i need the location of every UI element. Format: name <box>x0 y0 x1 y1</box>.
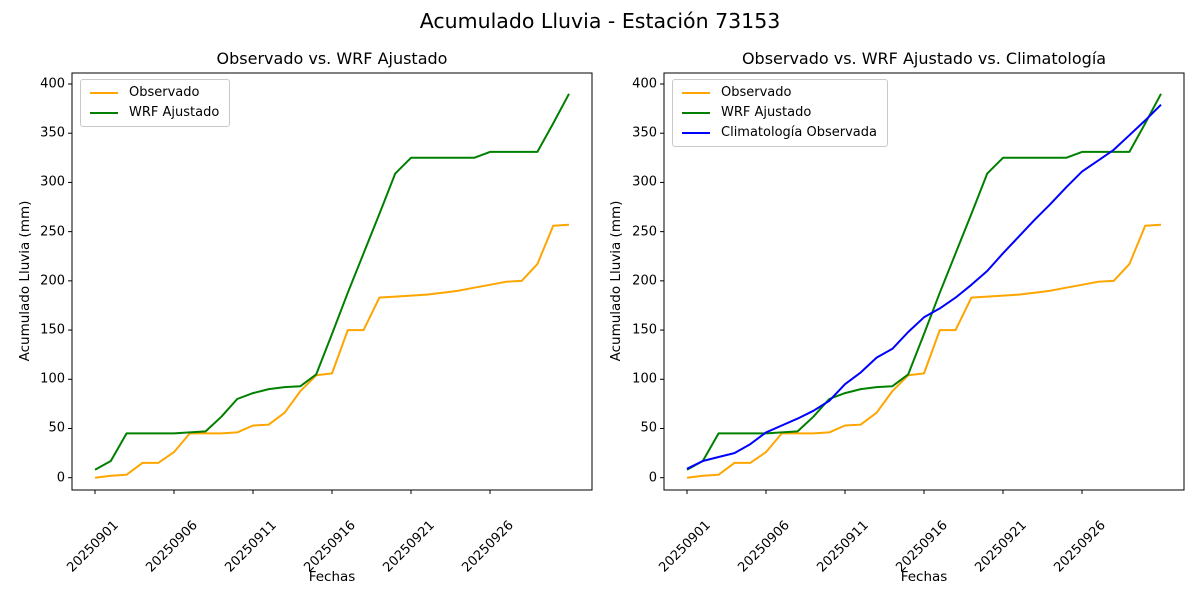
y-tick-label: 200 <box>40 273 65 289</box>
y-tick-label: 400 <box>40 76 65 92</box>
legend-label: Observado <box>721 85 792 100</box>
y-tick-label: 50 <box>640 420 657 436</box>
wrf-ajustado-line-swatch <box>90 111 118 115</box>
right-y-axis-label: Acumulado Lluvia (mm) <box>608 200 624 362</box>
climatologia-line-swatch <box>682 131 710 135</box>
series-line-wrf-ajustado <box>94 93 570 471</box>
y-tick-label: 0 <box>56 470 65 486</box>
y-tick-label: 350 <box>40 125 65 141</box>
y-tick-label: 300 <box>632 174 657 190</box>
right-x-axis-label: Fechas <box>900 569 948 585</box>
observado-line-swatch <box>682 91 710 95</box>
y-tick-label: 150 <box>632 322 657 338</box>
y-tick-label: 100 <box>632 371 657 387</box>
left-subplot-title: Observado vs. WRF Ajustado <box>216 49 448 68</box>
legend-item-climatologia-observada: Climatología Observada <box>682 124 877 142</box>
left-x-axis-label: Fechas <box>308 569 356 585</box>
series-line-observado <box>686 223 1162 479</box>
right-subplot-title: Observado vs. WRF Ajustado vs. Climatolo… <box>741 49 1107 68</box>
legend-label: Observado <box>129 85 200 100</box>
right-legend: Observado WRF Ajustado Climatología Obse… <box>672 79 888 147</box>
series-line-climatología-observada <box>686 103 1162 470</box>
legend-item-observado: Observado <box>682 84 877 102</box>
legend-item-wrf-ajustado: WRF Ajustado <box>90 104 219 122</box>
y-tick-label: 300 <box>40 174 65 190</box>
observado-line-swatch <box>90 91 118 95</box>
left-legend: Observado WRF Ajustado <box>80 79 231 127</box>
y-tick-label: 250 <box>40 224 65 240</box>
y-tick-label: 50 <box>48 420 65 436</box>
y-tick-label: 250 <box>632 224 657 240</box>
legend-label: WRF Ajustado <box>129 105 220 120</box>
series-line-wrf-ajustado <box>686 93 1162 471</box>
series-line-observado <box>94 223 570 479</box>
legend-item-wrf-ajustado: WRF Ajustado <box>682 104 877 122</box>
figure-title: Acumulado Lluvia - Estación 73153 <box>419 9 781 33</box>
legend-item-observado: Observado <box>90 84 219 102</box>
wrf-ajustado-line-swatch <box>682 111 710 115</box>
y-tick-label: 200 <box>632 273 657 289</box>
legend-label: WRF Ajustado <box>721 105 812 120</box>
left-y-axis-label: Acumulado Lluvia (mm) <box>17 200 33 362</box>
y-tick-label: 150 <box>40 322 65 338</box>
y-tick-label: 100 <box>40 371 65 387</box>
y-tick-label: 0 <box>648 470 657 486</box>
legend-label: Climatología Observada <box>721 125 877 140</box>
y-tick-label: 400 <box>632 76 657 92</box>
y-tick-label: 350 <box>632 125 657 141</box>
